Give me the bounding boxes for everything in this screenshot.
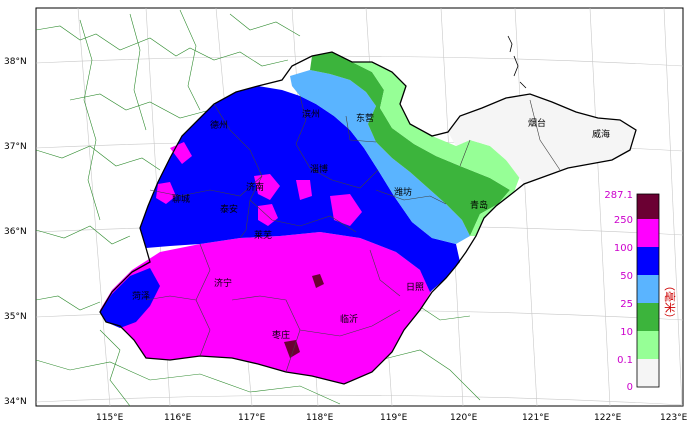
city-label-qingdao: 青岛 <box>470 199 488 211</box>
legend-tick-287: 287.1 <box>604 190 633 201</box>
legend-box-250-287 <box>637 194 659 219</box>
lon-label-117: 117°E <box>238 413 266 423</box>
province-border <box>99 51 637 385</box>
city-label-dezhou: 德州 <box>210 119 228 131</box>
city-label-heze: 菏泽 <box>132 291 150 302</box>
lat-label-35: 35°N <box>4 312 27 322</box>
city-label-liaocheng: 聊城 <box>172 193 190 205</box>
lon-label-121: 121°E <box>522 413 550 423</box>
lat-label-36: 36°N <box>4 227 27 237</box>
legend-box-10-25 <box>637 303 659 331</box>
city-label-jinan: 济南 <box>246 181 264 193</box>
lon-label-119: 119°E <box>380 413 408 423</box>
city-label-yantai: 烟台 <box>528 117 546 129</box>
lon-label-122: 122°E <box>594 413 622 423</box>
lat-label-37: 37°N <box>4 142 27 152</box>
city-label-rizhao: 日照 <box>406 282 424 293</box>
lon-label-116: 116°E <box>164 413 192 423</box>
lon-label-123: 123°E <box>660 413 688 423</box>
coastal-islands <box>507 35 527 89</box>
city-label-linyi: 临沂 <box>340 313 358 325</box>
legend-box-100-250 <box>637 219 659 247</box>
lat-label-38: 38°N <box>4 57 27 67</box>
neighbor-boundaries <box>35 9 481 407</box>
legend-tick-25: 25 <box>620 299 633 310</box>
legend-tick-250: 250 <box>614 215 633 226</box>
legend-tick-01: 0.1 <box>617 355 633 366</box>
city-label-laiwu: 莱芜 <box>254 229 272 241</box>
city-label-taian: 泰安 <box>220 203 238 215</box>
legend: 287.1 250 100 50 25 10 0.1 0 （毫米） <box>604 190 677 393</box>
city-label-zaozhuang: 枣庄 <box>272 329 290 341</box>
city-label-binzhou: 滨州 <box>302 108 320 120</box>
lat-label-34: 34°N <box>4 397 27 407</box>
legend-frame <box>636 193 660 388</box>
legend-tick-10: 10 <box>620 327 633 338</box>
lon-label-120: 120°E <box>450 413 478 423</box>
legend-tick-50: 50 <box>620 271 633 282</box>
legend-box-50-100 <box>637 247 659 275</box>
legend-tick-0: 0 <box>627 382 633 393</box>
legend-box-0-01 <box>637 359 659 387</box>
legend-box-01-10 <box>637 331 659 359</box>
rainfall-shading <box>100 52 636 384</box>
city-label-weifang: 潍坊 <box>394 186 412 198</box>
lon-label-115: 115°E <box>96 413 124 423</box>
legend-unit-label: （毫米） <box>663 280 677 324</box>
city-label-jining: 济宁 <box>214 277 232 289</box>
city-label-dongying: 东营 <box>356 112 374 124</box>
city-label-weihai: 威海 <box>592 128 610 140</box>
legend-box-25-50 <box>637 275 659 303</box>
legend-tick-100: 100 <box>614 243 633 254</box>
city-boundaries <box>145 95 561 373</box>
lon-label-118: 118°E <box>306 413 334 423</box>
city-label-zibo: 淄博 <box>310 163 328 175</box>
